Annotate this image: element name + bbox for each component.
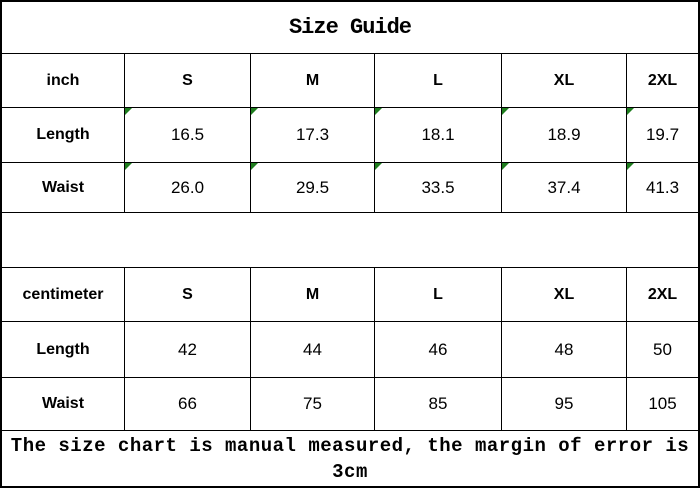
error-flag-icon	[375, 108, 382, 115]
size-header: XL	[502, 54, 627, 108]
cell-value: 16.5	[170, 125, 205, 144]
page-title: Size Guide	[2, 2, 698, 54]
size-header: M	[251, 54, 375, 108]
size-header: XL	[502, 268, 627, 322]
table-cell: 66	[125, 378, 251, 431]
table-cell: 44	[251, 322, 375, 378]
table-cell: 16.5	[125, 108, 251, 163]
size-header: L	[375, 54, 502, 108]
row-header-waist: Waist	[2, 378, 125, 431]
row-header-length: Length	[2, 108, 125, 163]
cell-value: 17.3	[295, 125, 330, 144]
error-flag-icon	[627, 163, 634, 170]
error-flag-icon	[125, 108, 132, 115]
cell-value: 42	[178, 339, 197, 359]
table-cell: 37.4	[502, 163, 627, 213]
cell-value: 66	[178, 394, 197, 413]
unit-header-centimeter: centimeter	[2, 268, 125, 322]
cell-value: 26.0	[170, 177, 205, 197]
table-cell: 75	[251, 378, 375, 431]
row-header-waist: Waist	[2, 163, 125, 213]
cell-value: 37.4	[547, 177, 581, 197]
table-cell: 85	[375, 378, 502, 431]
cell-value: 19.7	[645, 125, 680, 144]
table-cell: 26.0	[125, 163, 251, 213]
cell-value: 50	[653, 339, 672, 359]
table-cell: 42	[125, 322, 251, 378]
size-header: S	[125, 54, 251, 108]
cell-value: 33.5	[421, 177, 455, 197]
table-cell: 50	[627, 322, 698, 378]
unit-header-inch: inch	[2, 54, 125, 108]
table-cell: 18.1	[375, 108, 502, 163]
size-header: M	[251, 268, 375, 322]
table-cell: 19.7	[627, 108, 698, 163]
table-cell: 17.3	[251, 108, 375, 163]
cell-value: 41.3	[645, 177, 680, 197]
row-header-length: Length	[2, 322, 125, 378]
error-flag-icon	[125, 163, 132, 170]
cell-value: 18.1	[421, 125, 455, 144]
table-cell: 95	[502, 378, 627, 431]
error-flag-icon	[502, 163, 509, 170]
cell-value: 29.5	[295, 177, 330, 197]
cell-value: 95	[554, 394, 574, 413]
error-flag-icon	[502, 108, 509, 115]
table-cell: 46	[375, 322, 502, 378]
error-flag-icon	[251, 163, 258, 170]
table-cell: 18.9	[502, 108, 627, 163]
cell-value: 75	[303, 394, 322, 413]
error-flag-icon	[375, 163, 382, 170]
table-cell: 48	[502, 322, 627, 378]
spacer-row	[2, 213, 698, 268]
table-cell: 105	[627, 378, 698, 431]
size-header: 2XL	[627, 54, 698, 108]
cell-value: 85	[428, 394, 448, 413]
size-header: S	[125, 268, 251, 322]
table-cell: 41.3	[627, 163, 698, 213]
cell-value: 46	[428, 339, 448, 359]
size-header: 2XL	[627, 268, 698, 322]
cell-value: 105	[648, 394, 677, 413]
size-header: L	[375, 268, 502, 322]
error-flag-icon	[627, 108, 634, 115]
footer-note: The size chart is manual measured, the m…	[10, 435, 690, 483]
table-cell: 29.5	[251, 163, 375, 213]
table-cell: 33.5	[375, 163, 502, 213]
cell-value: 44	[303, 339, 322, 359]
error-flag-icon	[251, 108, 258, 115]
cell-value: 18.9	[547, 125, 581, 144]
cell-value: 48	[554, 339, 574, 359]
